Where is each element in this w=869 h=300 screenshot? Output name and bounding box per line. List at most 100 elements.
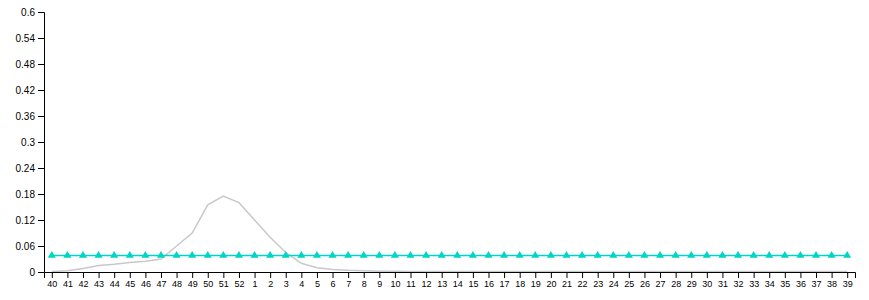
x-tick-label: 1: [253, 279, 258, 289]
y-tick: 0.36: [16, 111, 44, 122]
series-marker: [204, 251, 212, 258]
series-marker: [391, 251, 399, 258]
x-tick: 46: [141, 272, 151, 289]
y-tick-label: 0: [29, 267, 35, 278]
y-tick-mark: [38, 64, 44, 65]
x-tick: 41: [63, 272, 73, 289]
x-tick: 23: [593, 272, 603, 289]
x-tick-label: 36: [796, 279, 806, 289]
x-tick: 6: [331, 272, 336, 289]
x-tick-label: 13: [437, 279, 447, 289]
x-tick: 44: [110, 272, 120, 289]
y-axis-line: [38, 13, 45, 273]
x-tick-mark: [192, 272, 193, 278]
x-tick-mark: [738, 272, 739, 278]
x-tick-mark: [52, 272, 53, 278]
x-tick: 7: [346, 272, 351, 289]
x-tick-mark: [301, 272, 302, 278]
series-marker: [562, 251, 570, 258]
x-tick: 24: [609, 272, 619, 289]
series-marker: [750, 251, 758, 258]
x-tick-mark: [130, 272, 131, 278]
x-tick: 17: [500, 272, 510, 289]
x-tick: 9: [377, 272, 382, 289]
x-tick-mark: [832, 272, 833, 278]
x-tick-mark: [535, 272, 536, 278]
x-tick-label: 3: [284, 279, 289, 289]
x-tick-label: 43: [94, 279, 104, 289]
x-axis: 4041424344454647484950515212345678910111…: [45, 272, 856, 289]
x-tick-label: 47: [156, 279, 166, 289]
x-tick: 18: [515, 272, 525, 289]
x-tick-label: 26: [640, 279, 650, 289]
x-tick: 30: [702, 272, 712, 289]
y-tick-mark: [38, 194, 44, 195]
x-tick-mark: [333, 272, 334, 278]
x-tick: 52: [234, 272, 244, 289]
x-tick-label: 33: [749, 279, 759, 289]
x-tick-label: 11: [406, 279, 415, 289]
x-tick: 8: [362, 272, 367, 289]
x-tick: 3: [284, 272, 289, 289]
series-marker: [266, 251, 274, 258]
chart: 4041424344454647484950515212345678910111…: [0, 0, 869, 300]
series-marker: [282, 251, 290, 258]
x-tick-mark: [177, 272, 178, 278]
series-marker: [625, 251, 633, 258]
y-tick-mark: [38, 12, 44, 13]
series-marker: [360, 251, 368, 258]
x-tick: 13: [437, 272, 447, 289]
x-tick: 15: [468, 272, 478, 289]
x-tick-label: 10: [390, 279, 400, 289]
series-marker: [843, 251, 851, 258]
x-tick: 43: [94, 272, 104, 289]
y-tick: 0.54: [16, 33, 44, 44]
x-tick-label: 40: [47, 279, 57, 289]
x-tick-mark: [582, 272, 583, 278]
x-tick: 38: [827, 272, 837, 289]
x-tick: 16: [484, 272, 494, 289]
x-tick-label: 52: [234, 279, 244, 289]
x-tick: 4: [299, 272, 304, 289]
y-tick: 0.6: [21, 7, 44, 18]
x-tick-mark: [364, 272, 365, 278]
x-tick-mark: [255, 272, 256, 278]
x-tick-label: 41: [63, 279, 73, 289]
x-tick-label: 2: [268, 279, 273, 289]
x-tick: 27: [656, 272, 666, 289]
x-tick-label: 39: [843, 279, 853, 289]
marks: [48, 196, 851, 271]
series-marker: [812, 251, 820, 258]
series-marker: [500, 251, 508, 258]
x-tick-label: 35: [780, 279, 790, 289]
series-marker: [63, 251, 71, 258]
x-tick-mark: [676, 272, 677, 278]
x-tick-mark: [629, 272, 630, 278]
y-tick: 0: [29, 267, 44, 278]
series-marker: [235, 251, 243, 258]
x-tick: 1: [253, 272, 258, 289]
x-tick-label: 25: [624, 279, 634, 289]
series-marker: [329, 251, 337, 258]
x-tick-label: 19: [531, 279, 541, 289]
x-tick-mark: [411, 272, 412, 278]
series-marker: [765, 251, 773, 258]
series-marker: [157, 251, 165, 258]
x-tick-mark: [161, 272, 162, 278]
x-tick-label: 38: [827, 279, 837, 289]
x-tick: 28: [671, 272, 681, 289]
y-tick-mark: [38, 246, 44, 247]
x-tick-label: 22: [578, 279, 588, 289]
x-tick-label: 23: [593, 279, 603, 289]
x-tick-mark: [145, 272, 146, 278]
series-marker: [453, 251, 461, 258]
series-marker: [313, 251, 321, 258]
series-marker: [297, 251, 305, 258]
x-tick-label: 49: [188, 279, 198, 289]
x-tick-mark: [457, 272, 458, 278]
x-tick: 48: [172, 272, 182, 289]
x-tick: 20: [546, 272, 556, 289]
x-tick: 42: [78, 272, 88, 289]
x-tick-mark: [520, 272, 521, 278]
series-marker: [251, 251, 259, 258]
